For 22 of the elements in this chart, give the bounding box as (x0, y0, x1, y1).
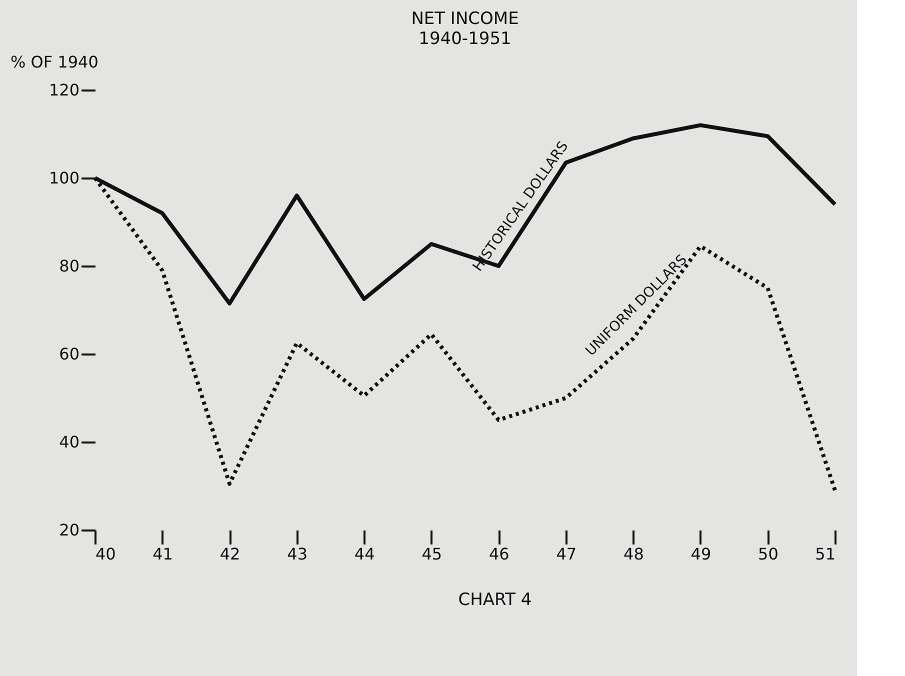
x-tick-label: 41 (152, 544, 173, 564)
x-tick-label: 50 (758, 544, 778, 564)
chart-title: NET INCOME (411, 9, 519, 29)
y-tick-label: 40 (59, 432, 80, 452)
y-tick-label: 120 (48, 80, 80, 100)
x-tick-label: 42 (220, 544, 240, 564)
chart-subtitle: 1940-1951 (418, 29, 512, 49)
y-tick-label: 100 (48, 168, 80, 188)
x-tick-label: 47 (556, 544, 577, 564)
y-tick-label: 20 (59, 520, 80, 540)
x-tick-label: 48 (624, 544, 644, 564)
x-tick-label: 46 (488, 544, 510, 564)
x-tick-label: 40 (96, 544, 116, 564)
y-tick-label: 60 (59, 344, 80, 364)
y-axis-title: % OF 1940 (10, 52, 98, 72)
x-tick-label: 45 (422, 544, 442, 564)
x-tick-label: 49 (690, 544, 712, 564)
x-tick-label: 43 (287, 544, 308, 564)
x-tick-label: 44 (354, 544, 375, 564)
y-tick-label: 80 (59, 256, 80, 276)
caption: CHART 4 (458, 590, 532, 610)
x-tick-label: 51 (815, 544, 836, 564)
